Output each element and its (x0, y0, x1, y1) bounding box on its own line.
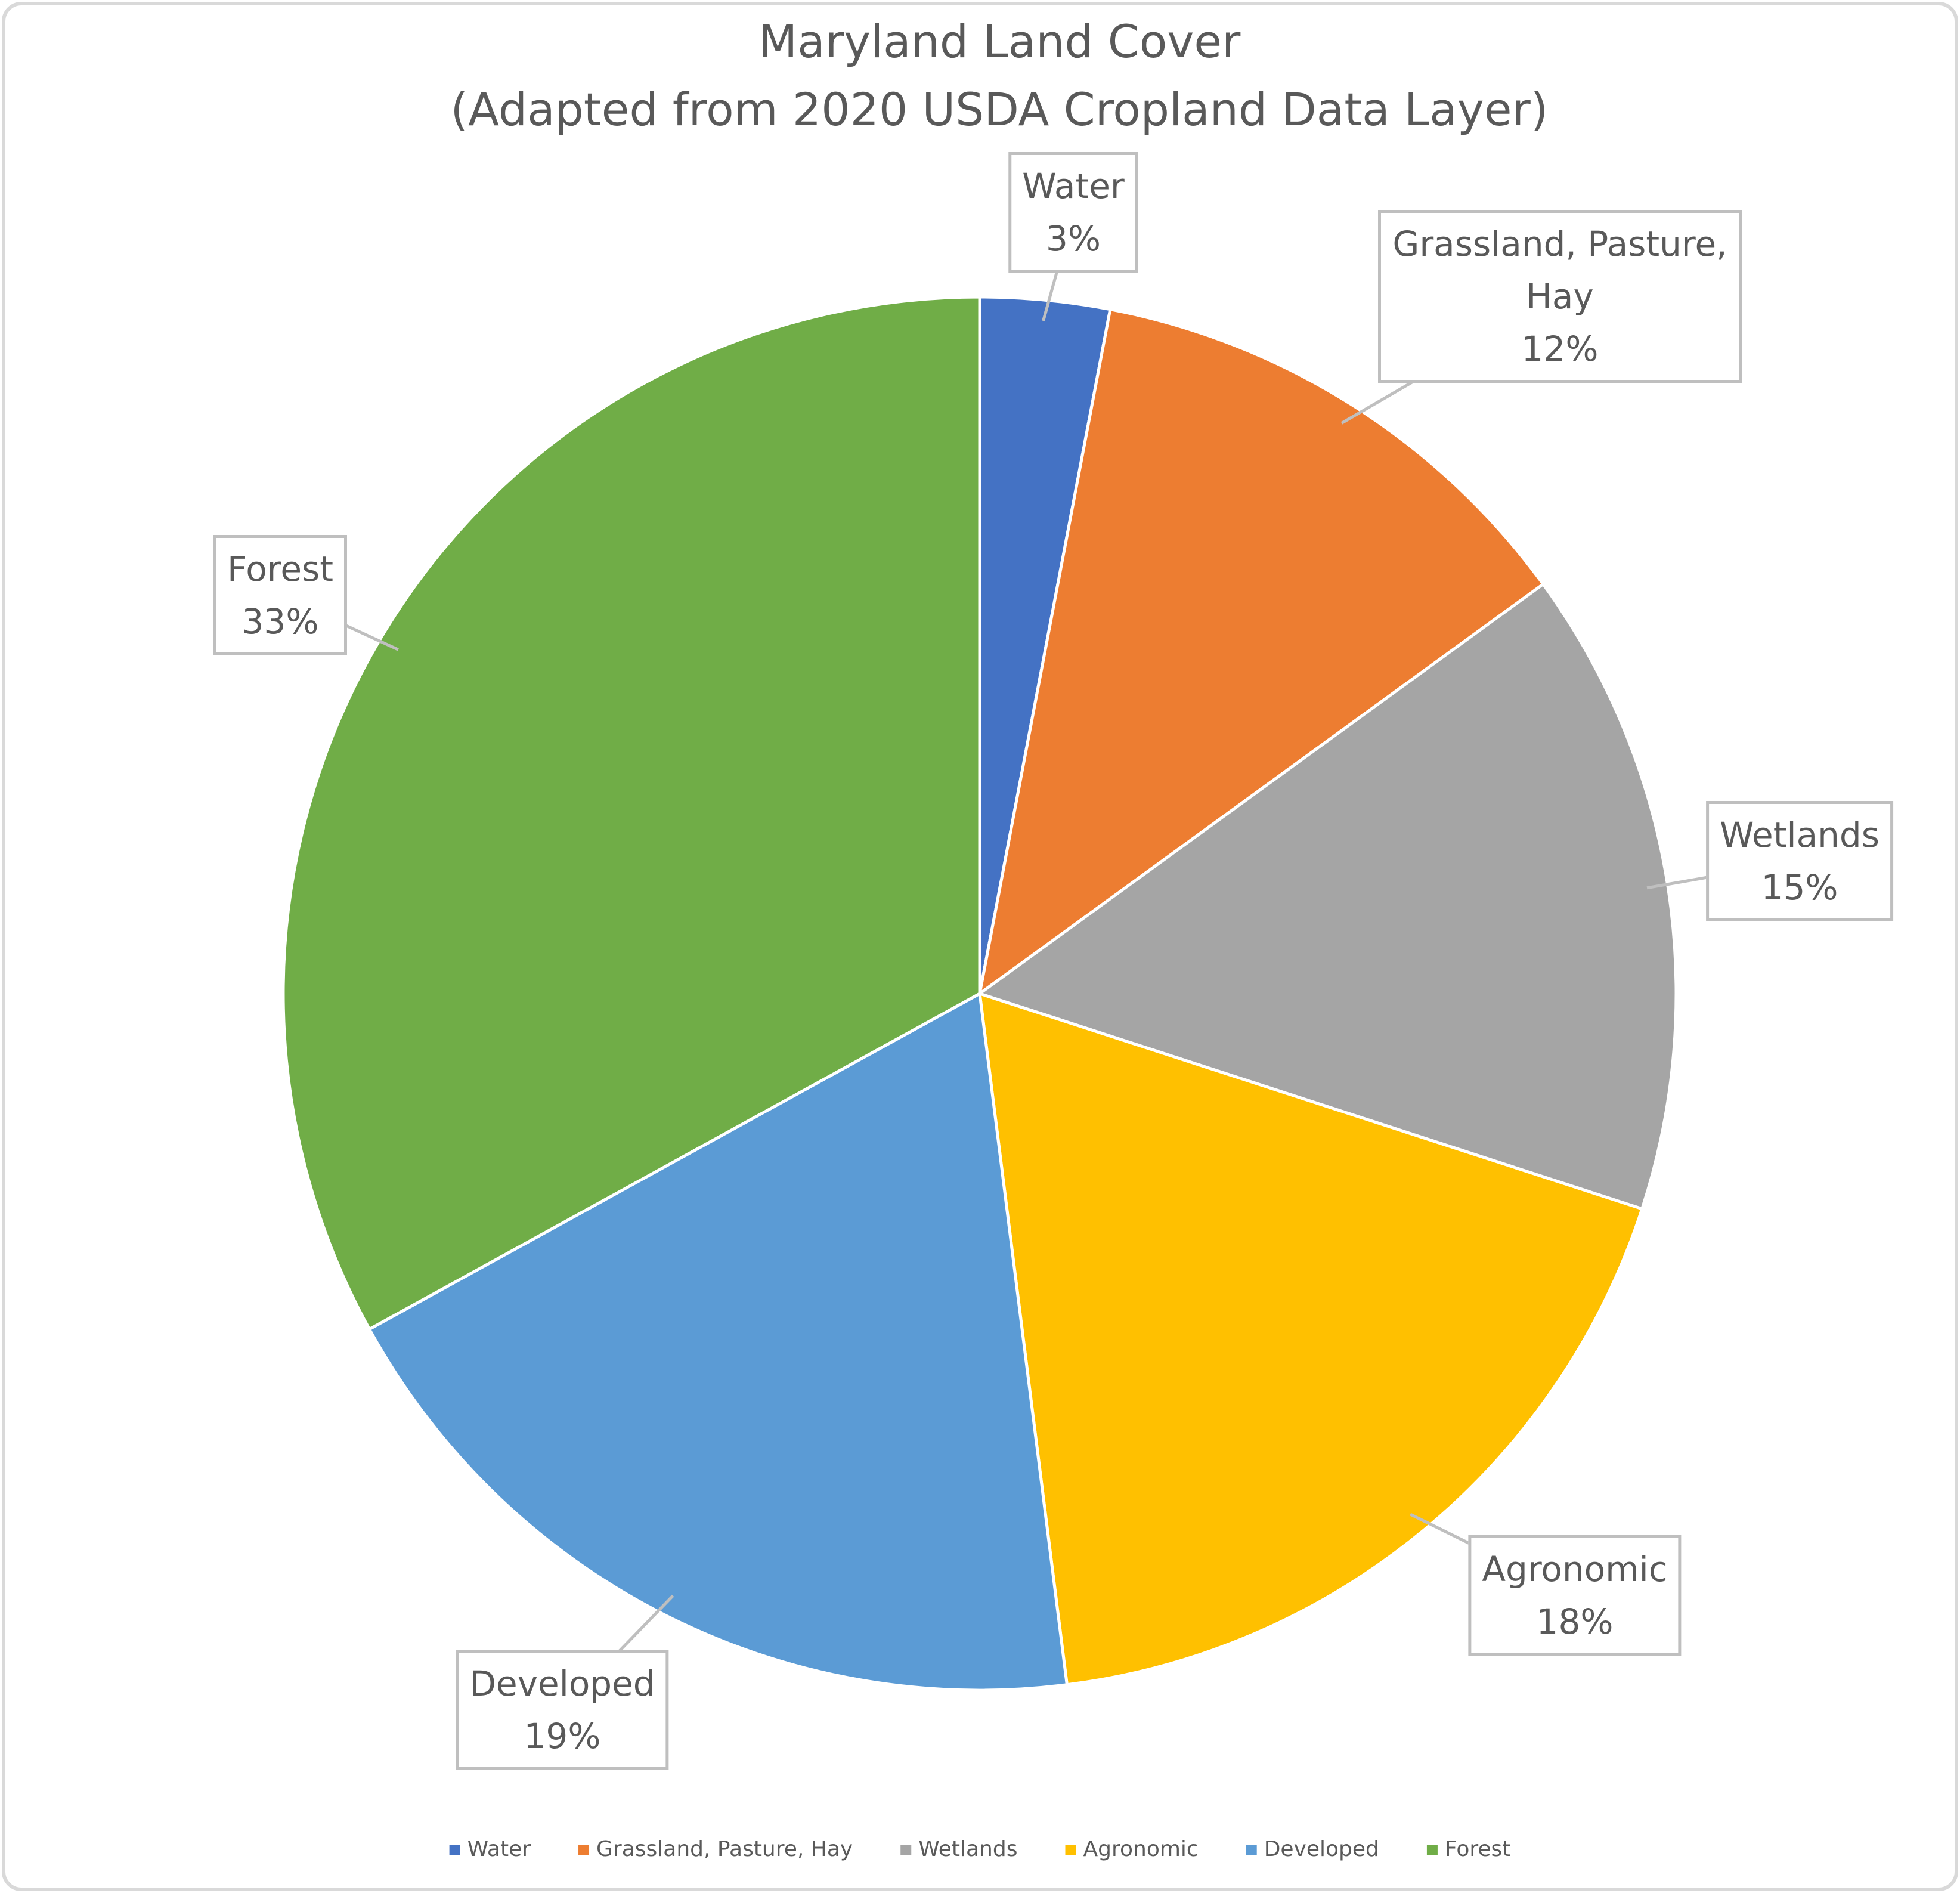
legend-label: Wetlands (918, 1837, 1017, 1861)
data-label-name: Agronomic (1482, 1549, 1668, 1589)
data-label: Developed 19% (456, 1650, 669, 1770)
legend-swatch (578, 1845, 590, 1855)
legend-swatch (900, 1845, 912, 1855)
pie-slice (281, 295, 981, 1332)
data-label-name: Wetlands (1720, 815, 1880, 855)
data-label: Grassland, Pasture, Hay 12% (1378, 210, 1742, 383)
pie-slice (978, 991, 1644, 1687)
data-label-value: 12% (1521, 329, 1599, 369)
legend-label: Forest (1445, 1837, 1510, 1861)
data-label-name: Forest (227, 549, 333, 589)
data-label-value: 33% (241, 601, 319, 642)
data-label-value: 19% (524, 1716, 601, 1756)
data-label: Wetlands 15% (1706, 801, 1893, 921)
pie-slice (977, 307, 1546, 997)
pie-slice (367, 991, 1069, 1692)
data-label: Water 3% (1008, 152, 1138, 273)
legend-label: Developed (1264, 1837, 1379, 1861)
data-label: Forest 33% (213, 535, 347, 655)
legend-swatch (1065, 1845, 1076, 1855)
data-label-name: Grassland, Pasture, Hay (1392, 224, 1727, 317)
legend-label: Water (467, 1837, 531, 1861)
data-label-value: 3% (1045, 218, 1101, 259)
chart-subtitle: (Adapted from 2020 USDA Cropland Data La… (451, 83, 1549, 136)
legend-swatch (1246, 1845, 1257, 1855)
data-label: Agronomic 18% (1468, 1535, 1682, 1656)
chart-title: Maryland Land Cover (758, 15, 1241, 68)
data-label-name: Water (1022, 166, 1125, 206)
data-label-value: 18% (1536, 1601, 1614, 1642)
legend-label: Grassland, Pasture, Hay (596, 1837, 853, 1861)
legend-swatch (449, 1845, 460, 1855)
data-label-name: Developed (469, 1663, 655, 1704)
legend-swatch (1426, 1845, 1438, 1855)
legend-label: Agronomic (1083, 1837, 1198, 1861)
data-label-value: 15% (1761, 867, 1838, 908)
